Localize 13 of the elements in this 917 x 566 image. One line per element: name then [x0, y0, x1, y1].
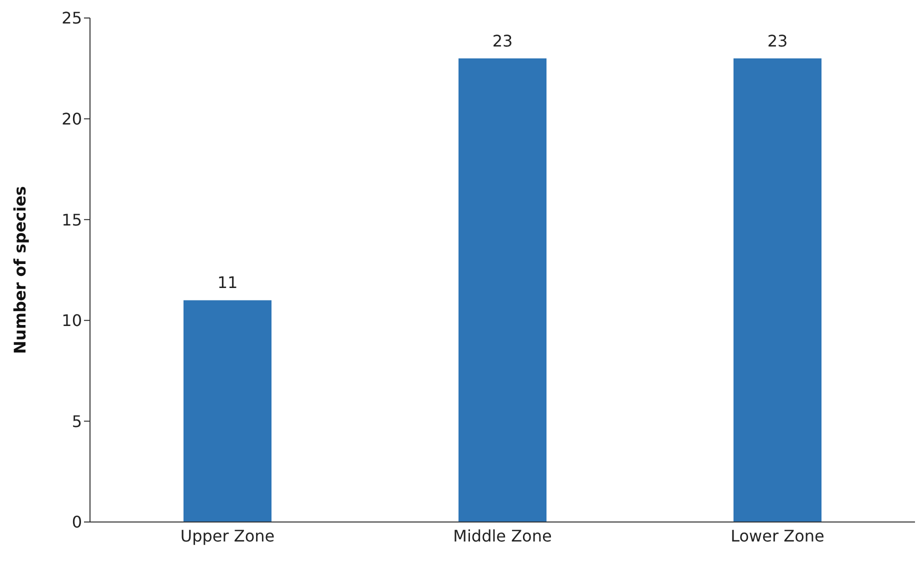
x-tick-label: Middle Zone [453, 526, 552, 546]
y-tick-label: 5 [72, 412, 82, 431]
data-label: 11 [217, 273, 238, 292]
data-label: 23 [767, 31, 788, 50]
x-tick-label: Lower Zone [730, 526, 824, 546]
y-tick-label: 20 [62, 109, 82, 128]
y-tick-label: 10 [62, 311, 82, 330]
y-tick-label: 25 [62, 8, 82, 28]
data-label: 23 [492, 31, 513, 50]
y-axis-title: Number of species [10, 186, 30, 354]
y-tick-label: 0 [72, 512, 82, 532]
x-tick-label: Upper Zone [180, 526, 275, 546]
y-tick-label: 15 [62, 210, 82, 230]
